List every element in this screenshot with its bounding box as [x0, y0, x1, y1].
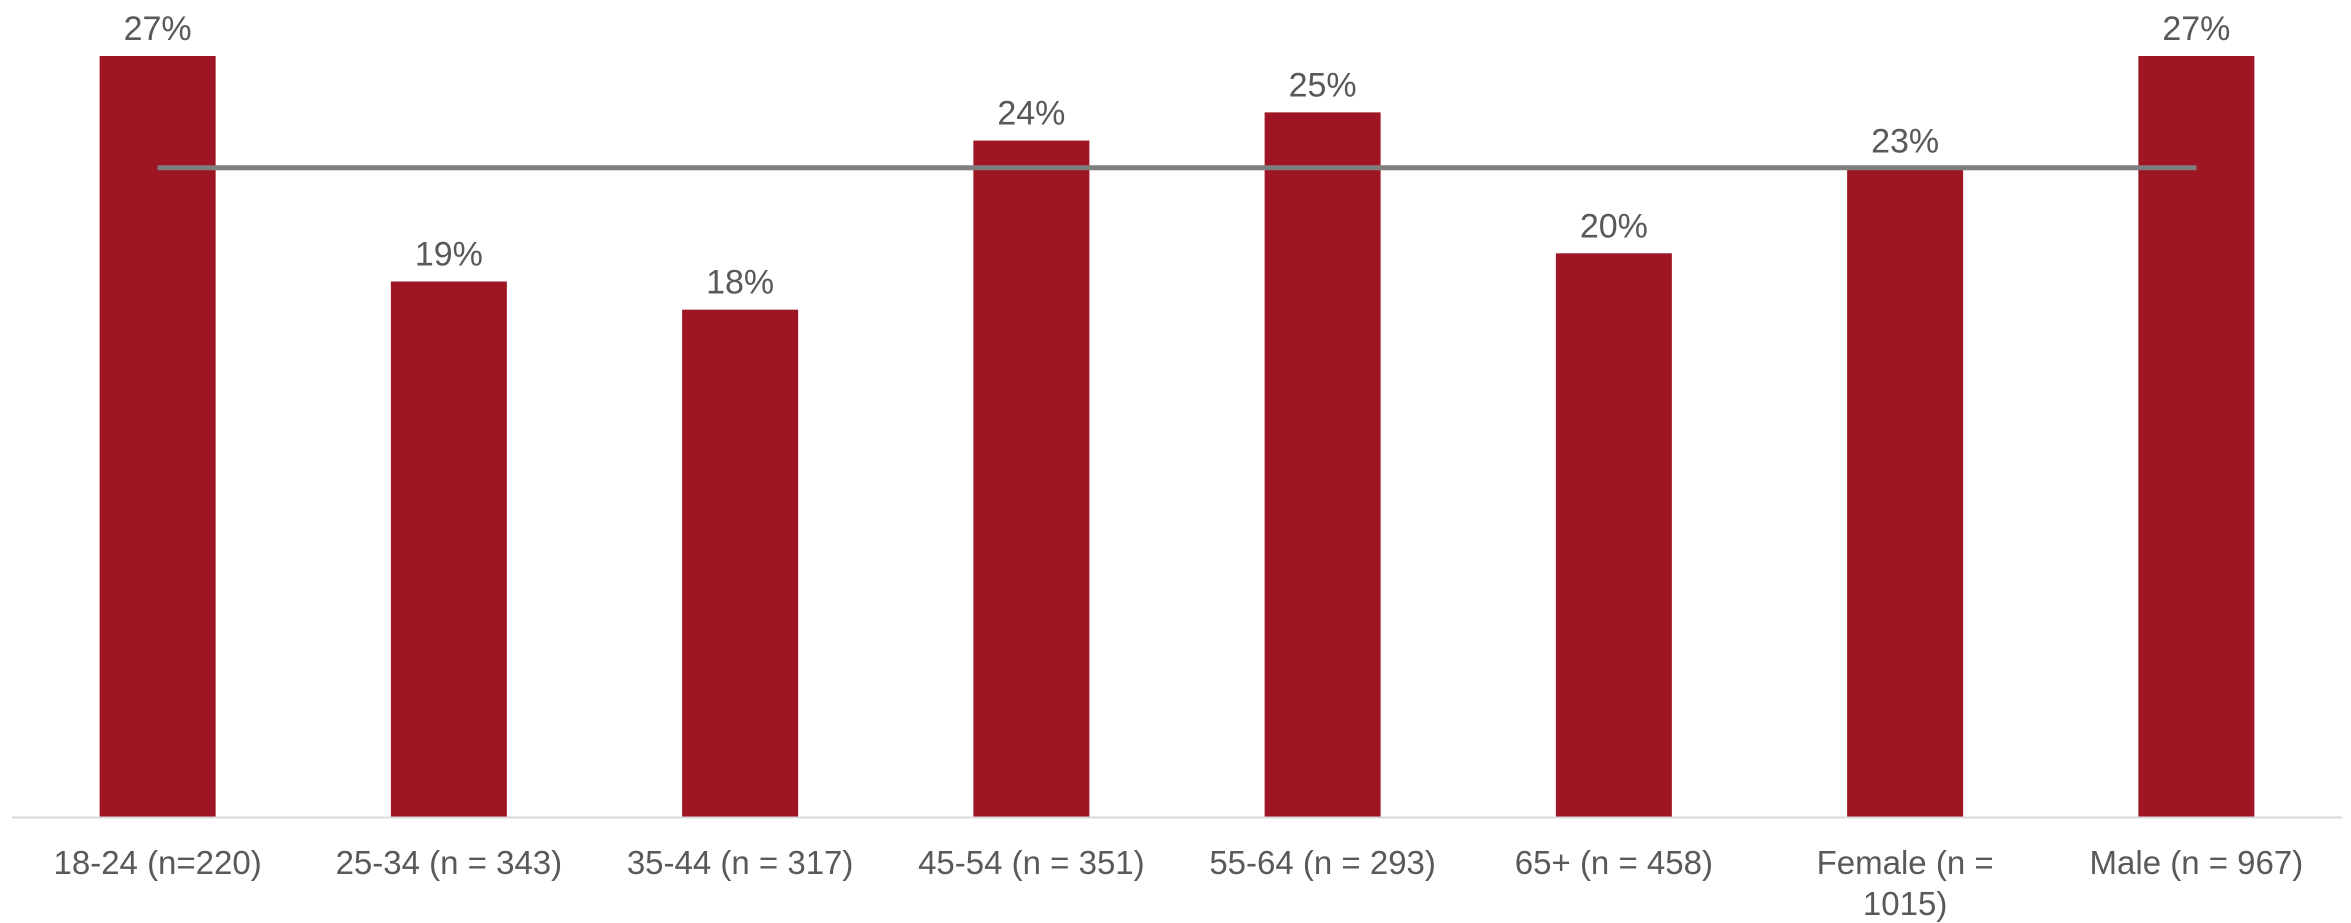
category-label-line: 65+ (n = 458) [1515, 844, 1713, 881]
value-label-2: 18% [706, 264, 774, 302]
category-label-6: Female (n = 1015) [1817, 844, 1994, 922]
value-label-3: 24% [997, 95, 1065, 133]
value-label-5: 20% [1580, 207, 1648, 245]
category-label-line: 45-54 (n = 351) [918, 844, 1145, 881]
category-label-line: 25-34 (n = 343) [336, 844, 563, 881]
value-label-7: 27% [2162, 10, 2230, 48]
bars-group [99, 56, 2255, 818]
bar-4 [1264, 112, 1381, 818]
category-label-line: 55-64 (n = 293) [1209, 844, 1436, 881]
value-label-1: 19% [415, 235, 483, 273]
category-label-7: Male (n = 967) [2090, 844, 2304, 881]
bar-1 [390, 281, 507, 818]
bar-2 [682, 309, 799, 817]
category-label-5: 65+ (n = 458) [1515, 844, 1713, 881]
value-label-0: 27% [124, 10, 192, 48]
category-label-0: 18-24 (n=220) [54, 844, 262, 881]
category-labels-group: 18-24 (n=220) 25-34 (n = 343) 35-44 (n = 3… [54, 844, 2304, 922]
category-label-line: Female (n = [1817, 844, 1994, 881]
value-label-6: 23% [1871, 123, 1939, 161]
bar-6 [1847, 168, 1964, 818]
category-label-line: 18-24 (n=220) [54, 844, 262, 881]
category-label-line: Male (n = 967) [2090, 844, 2304, 881]
bar-5 [1555, 253, 1672, 818]
bar-3 [973, 140, 1090, 818]
category-label-2: 35-44 (n = 317) [627, 844, 854, 881]
category-label-line: 1015) [1863, 885, 1947, 922]
value-label-4: 25% [1289, 66, 1357, 104]
category-label-4: 55-64 (n = 293) [1209, 844, 1436, 881]
category-label-line: 35-44 (n = 317) [627, 844, 854, 881]
bar-7 [2138, 56, 2255, 817]
value-labels-group: 27% 19% 18% 24% 25% 20% 23% 27% [124, 10, 2231, 302]
category-label-3: 45-54 (n = 351) [918, 844, 1145, 881]
category-label-1: 25-34 (n = 343) [336, 844, 563, 881]
bar-0 [99, 56, 216, 817]
